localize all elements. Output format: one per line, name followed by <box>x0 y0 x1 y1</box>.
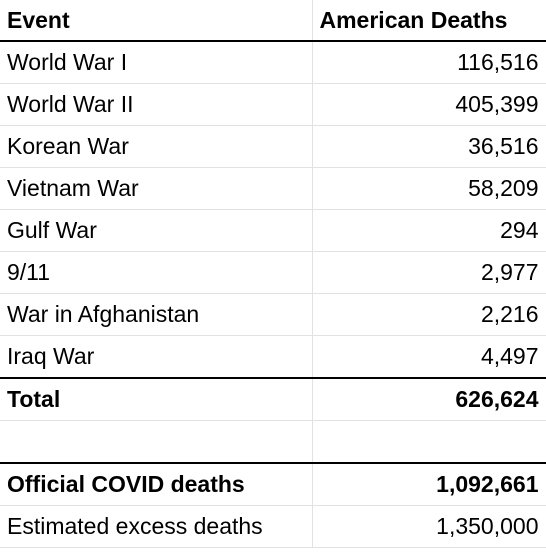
event-cell[interactable]: Vietnam War <box>0 167 313 210</box>
covid-official-label[interactable]: Official COVID deaths <box>0 463 313 506</box>
total-row: Total 626,624 <box>0 378 546 421</box>
event-cell[interactable]: 9/11 <box>0 251 313 294</box>
header-row: Event American Deaths <box>0 0 546 42</box>
covid-excess-label[interactable]: Estimated excess deaths <box>0 505 313 548</box>
covid-excess-row: Estimated excess deaths 1,350,000 <box>0 505 546 548</box>
event-cell[interactable]: War in Afghanistan <box>0 293 313 336</box>
table-row: War in Afghanistan 2,216 <box>0 293 546 336</box>
covid-excess-value[interactable]: 1,350,000 <box>312 505 546 548</box>
covid-official-row: Official COVID deaths 1,092,661 <box>0 463 546 506</box>
empty-cell[interactable] <box>312 420 546 464</box>
header-deaths[interactable]: American Deaths <box>312 0 546 42</box>
event-cell[interactable]: World War II <box>0 83 313 126</box>
empty-cell[interactable] <box>0 420 313 464</box>
deaths-cell[interactable]: 405,399 <box>312 83 546 126</box>
deaths-cell[interactable]: 58,209 <box>312 167 546 210</box>
empty-row <box>0 420 546 464</box>
table-row: Gulf War 294 <box>0 209 546 252</box>
header-event[interactable]: Event <box>0 0 313 42</box>
deaths-cell[interactable]: 2,977 <box>312 251 546 294</box>
event-cell[interactable]: Korean War <box>0 125 313 168</box>
table-row: World War II 405,399 <box>0 83 546 126</box>
deaths-cell[interactable]: 294 <box>312 209 546 252</box>
table-row: Korean War 36,516 <box>0 125 546 168</box>
table-row: 9/11 2,977 <box>0 251 546 294</box>
covid-official-value[interactable]: 1,092,661 <box>312 463 546 506</box>
table-row: Vietnam War 58,209 <box>0 167 546 210</box>
deaths-cell[interactable]: 116,516 <box>312 41 546 84</box>
total-value[interactable]: 626,624 <box>312 378 546 421</box>
event-cell[interactable]: World War I <box>0 41 313 84</box>
table-row: Iraq War 4,497 <box>0 335 546 379</box>
total-label[interactable]: Total <box>0 378 313 421</box>
deaths-cell[interactable]: 2,216 <box>312 293 546 336</box>
deaths-cell[interactable]: 36,516 <box>312 125 546 168</box>
table-row: World War I 116,516 <box>0 41 546 84</box>
event-cell[interactable]: Iraq War <box>0 335 313 379</box>
event-cell[interactable]: Gulf War <box>0 209 313 252</box>
deaths-cell[interactable]: 4,497 <box>312 335 546 379</box>
